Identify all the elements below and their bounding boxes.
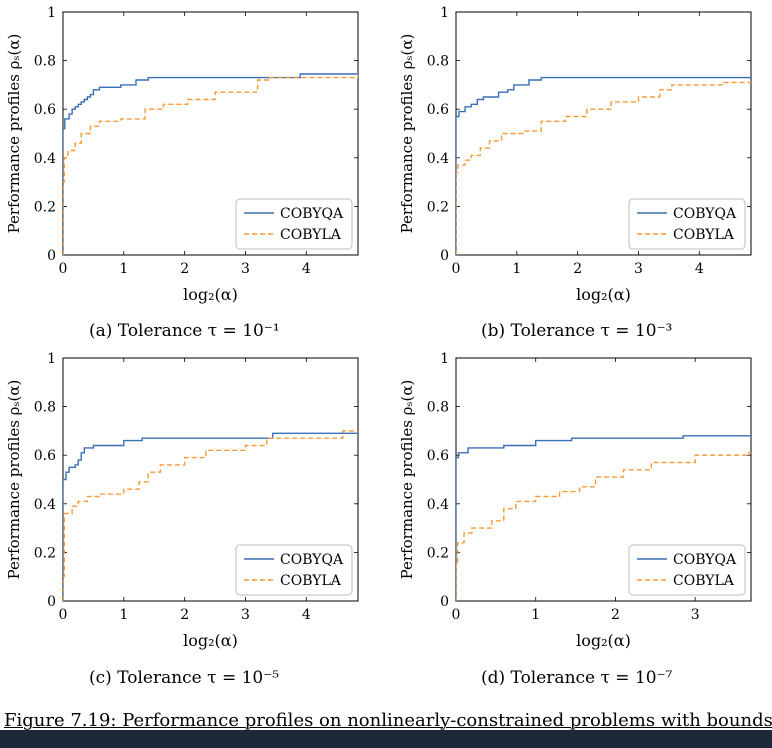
- series-line-cobyla: [63, 430, 358, 601]
- legend-label-cobyqa: COBYQA: [280, 206, 344, 222]
- subcaption-a: (a) Tolerance τ = 10⁻¹: [89, 321, 280, 341]
- series-line-cobyqa: [456, 435, 751, 601]
- x-axis-label: log₂(α): [183, 631, 238, 650]
- x-tick-label: 3: [691, 607, 700, 623]
- x-tick-label: 2: [180, 607, 189, 623]
- chart-panel-a: 0 0.2 0.4 0.6 0.8 1 0 1 2 3 4 log₂(α) Performance pr…: [5, 5, 359, 304]
- y-tick-label: 0.8: [34, 54, 56, 70]
- x-tick-label: 1: [119, 607, 128, 623]
- series-line-cobyqa: [63, 73, 358, 255]
- x-axis-label: log₂(α): [576, 631, 631, 650]
- y-tick-label: 0.4: [34, 497, 56, 513]
- y-axis-label: Performance profiles ρₛ(α): [5, 380, 23, 580]
- y-tick-label: 1: [47, 5, 56, 21]
- y-tick-label: 0.6: [427, 102, 449, 118]
- legend-label-cobyla: COBYLA: [673, 573, 735, 589]
- y-tick-label: 1: [47, 351, 56, 367]
- y-tick-label: 0.2: [427, 199, 449, 215]
- y-axis-label: Performance profiles ρₛ(α): [398, 34, 416, 234]
- x-tick-label: 4: [695, 261, 704, 277]
- x-tick-label: 0: [452, 607, 461, 623]
- x-tick-label: 1: [512, 261, 521, 277]
- y-tick-label: 1: [440, 351, 449, 367]
- x-tick-label: 0: [452, 261, 461, 277]
- series-line-cobyla: [456, 80, 751, 255]
- y-tick-label: 0: [47, 594, 56, 610]
- y-tick-label: 0: [47, 248, 56, 264]
- x-tick-label: 2: [180, 261, 189, 277]
- legend: COBYQA COBYLA: [628, 544, 746, 596]
- x-tick-label: 2: [611, 607, 620, 623]
- figure-caption: Figure 7.19: Performance profiles on non…: [4, 710, 772, 731]
- x-tick-label: 1: [531, 607, 540, 623]
- x-tick-label: 4: [302, 607, 311, 623]
- legend-label-cobyla: COBYLA: [280, 573, 342, 589]
- x-axis-label: log₂(α): [576, 285, 631, 304]
- legend-box: [628, 544, 746, 596]
- chart-panel-c: 0 0.2 0.4 0.6 0.8 1 0 1 2 3 4 log₂(α) Performance pr…: [5, 351, 359, 650]
- x-tick-label: 4: [302, 261, 311, 277]
- x-tick-label: 1: [119, 261, 128, 277]
- x-tick-label: 3: [241, 607, 250, 623]
- y-tick-label: 0: [440, 248, 449, 264]
- series-line-cobyqa: [456, 76, 751, 255]
- y-tick-label: 1: [440, 5, 449, 21]
- subcaption-c: (c) Tolerance τ = 10⁻⁵: [89, 668, 280, 688]
- x-axis-label: log₂(α): [183, 285, 238, 304]
- x-tick-label: 0: [59, 607, 68, 623]
- y-tick-label: 0.6: [34, 448, 56, 464]
- y-tick-label: 0.8: [427, 54, 449, 70]
- y-tick-label: 0: [440, 594, 449, 610]
- legend-box: [235, 198, 353, 250]
- y-tick-label: 0.4: [34, 151, 56, 167]
- y-tick-label: 0.8: [427, 400, 449, 416]
- subcaption-d: (d) Tolerance τ = 10⁻⁷: [481, 668, 673, 688]
- x-tick-label: 3: [634, 261, 643, 277]
- chart-panel-d: 0 0.2 0.4 0.6 0.8 1 0 1 2 3 log₂(α) Performance pro…: [398, 351, 752, 650]
- y-tick-label: 0.4: [427, 497, 449, 513]
- y-tick-label: 0.2: [34, 545, 56, 561]
- legend: COBYQA COBYLA: [235, 544, 353, 596]
- subcaption-b: (b) Tolerance τ = 10⁻³: [481, 321, 673, 341]
- y-tick-label: 0.2: [427, 545, 449, 561]
- legend: COBYQA COBYLA: [628, 198, 746, 250]
- chart-panel-b: 0 0.2 0.4 0.6 0.8 1 0 1 2 3 4 log₂(α) Performance pr…: [398, 5, 752, 304]
- legend: COBYQA COBYLA: [235, 198, 353, 250]
- y-axis-label: Performance profiles ρₛ(α): [5, 34, 23, 234]
- legend-box: [235, 544, 353, 596]
- legend-label-cobyqa: COBYQA: [280, 552, 344, 568]
- y-tick-label: 0.6: [427, 448, 449, 464]
- legend-label-cobyqa: COBYQA: [673, 206, 737, 222]
- bottom-bar: [0, 730, 772, 748]
- y-tick-label: 0.4: [427, 151, 449, 167]
- series-line-cobyqa: [63, 432, 358, 601]
- x-tick-label: 3: [241, 261, 250, 277]
- y-axis-label: Performance profiles ρₛ(α): [398, 380, 416, 580]
- series-line-cobyla: [63, 74, 358, 255]
- x-tick-label: 0: [59, 261, 68, 277]
- legend-box: [628, 198, 746, 250]
- y-tick-label: 0.2: [34, 199, 56, 215]
- legend-label-cobyla: COBYLA: [280, 227, 342, 243]
- series-line-cobyla: [456, 452, 751, 601]
- y-tick-label: 0.8: [34, 400, 56, 416]
- x-tick-label: 2: [573, 261, 582, 277]
- y-tick-label: 0.6: [34, 102, 56, 118]
- legend-label-cobyqa: COBYQA: [673, 552, 737, 568]
- legend-label-cobyla: COBYLA: [673, 227, 735, 243]
